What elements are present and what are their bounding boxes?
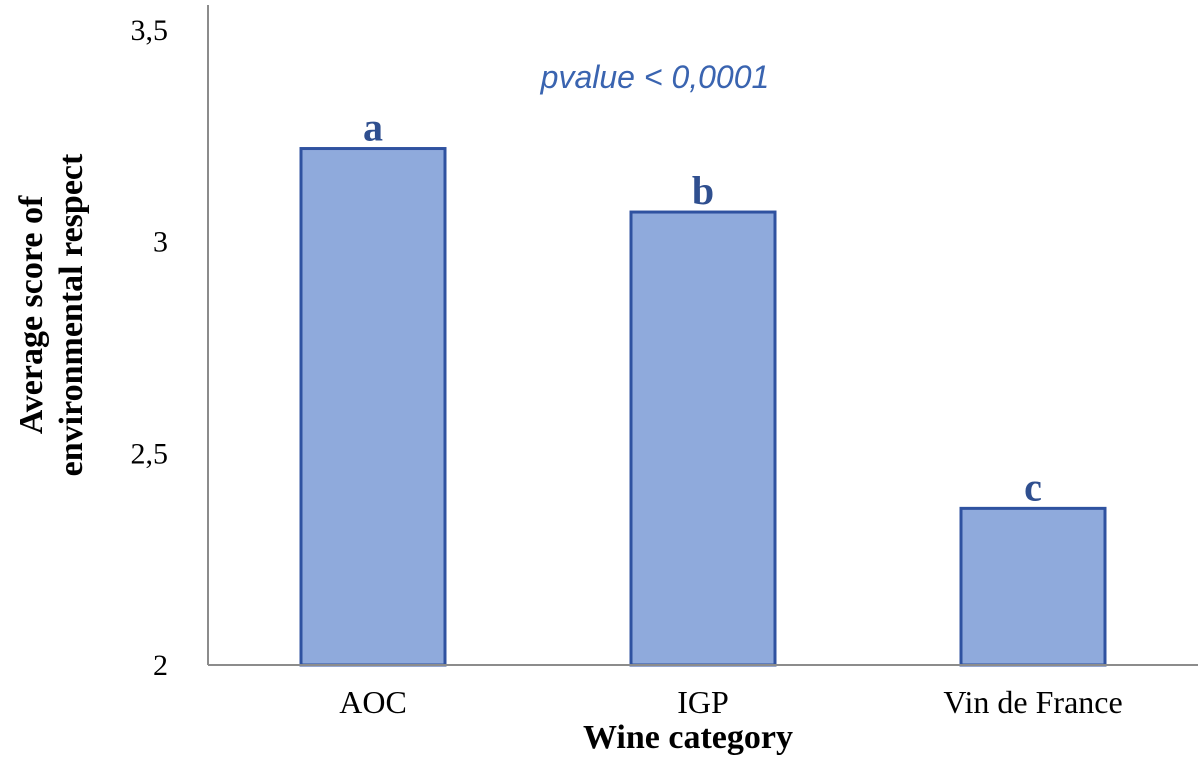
x-axis-title: Wine category [583, 719, 793, 756]
y-tick-label: 3,5 [131, 14, 169, 47]
y-tick-label: 2 [153, 649, 168, 682]
category-labels: AOC IGP Vin de France [339, 684, 1122, 720]
pvalue-annotation: pvalue < 0,0001 [540, 59, 770, 95]
y-axis-ticks: 2 2,5 3 3,5 [131, 14, 169, 682]
bars [299, 147, 1107, 667]
x-tick-label: AOC [339, 684, 407, 720]
y-tick-label: 2,5 [131, 437, 169, 470]
bar [959, 506, 1107, 667]
significance-letters: a b c [363, 105, 1042, 510]
y-tick-label: 3 [153, 226, 168, 259]
y-axis-title: Average score of environmental respect [13, 153, 90, 476]
y-axis-title-line-2: environmental respect [53, 153, 90, 476]
x-tick-label: Vin de France [943, 684, 1122, 720]
bar [629, 210, 777, 667]
y-axis-title-line-1: Average score of [13, 195, 50, 434]
bar [299, 147, 447, 667]
significance-letter: b [692, 168, 714, 213]
significance-letter: a [363, 105, 383, 150]
significance-letter: c [1024, 464, 1042, 509]
x-tick-label: IGP [677, 684, 729, 720]
